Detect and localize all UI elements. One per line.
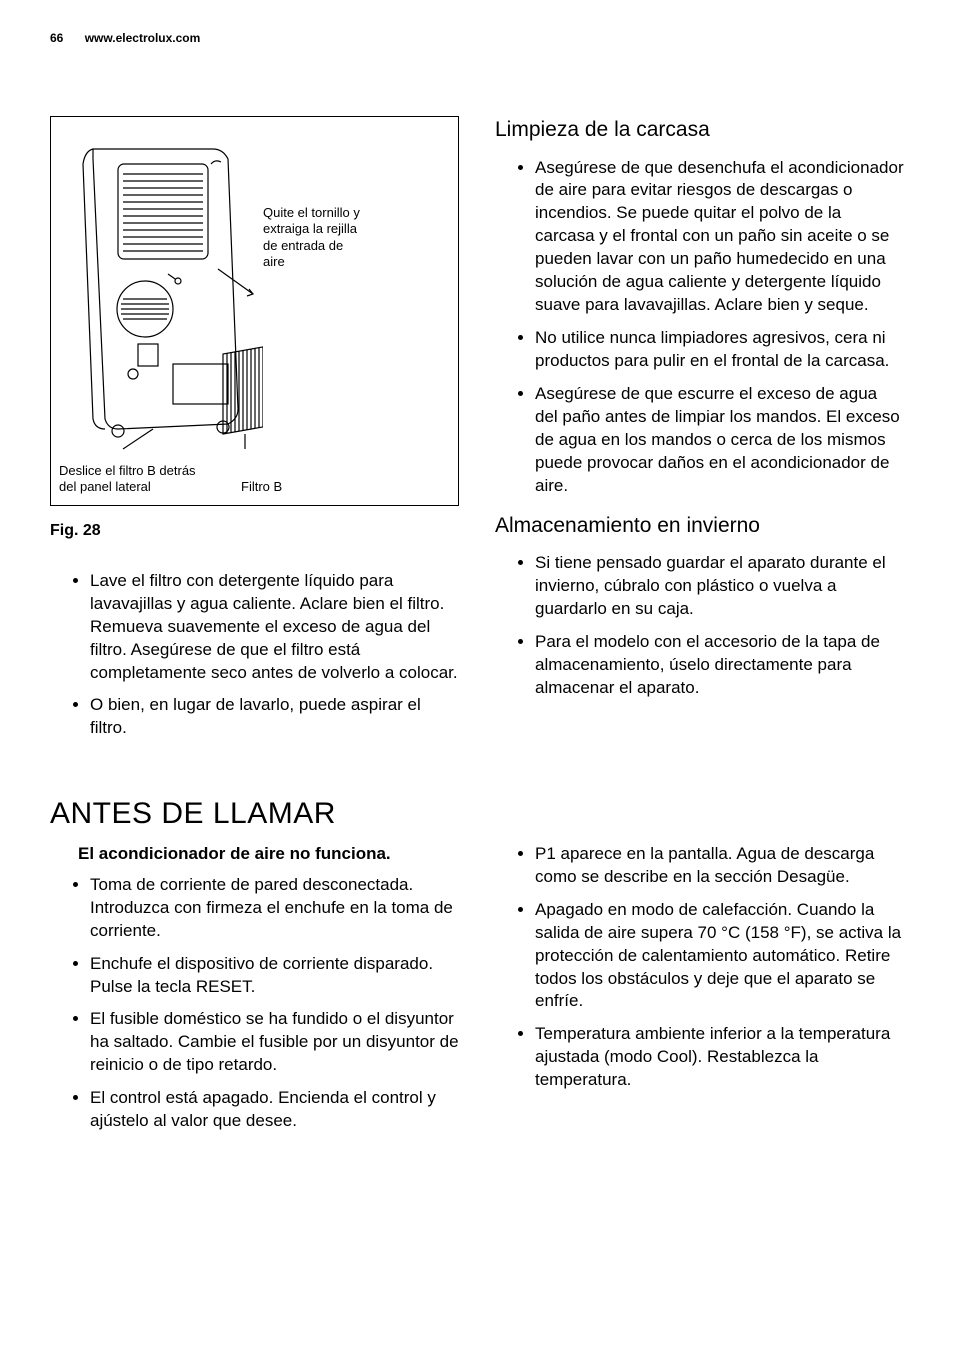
right-bullet-list-almacenamiento: Si tiene pensado guardar el aparato dura… (495, 552, 904, 700)
left-column-1: Quite el tornillo y extraiga la rejilla … (50, 116, 459, 750)
subheading-almacenamiento: Almacenamiento en invierno (495, 512, 904, 540)
section-title-antes: ANTES DE LLAMAR (50, 794, 904, 835)
page-header: 66 www.electrolux.com (50, 30, 904, 46)
figure-28-drawing (63, 129, 263, 459)
page-number: 66 (50, 31, 63, 45)
list-item: El fusible doméstico se ha fundido o el … (90, 1008, 459, 1077)
list-item: Asegúrese de que escurre el exceso de ag… (535, 383, 904, 498)
list-item: Lave el filtro con detergente líquido pa… (90, 570, 459, 685)
content-row-2: El acondicionador de aire no funciona. T… (50, 843, 904, 1143)
right-bullet-list-limpieza: Asegúrese de que desenchufa el acondicio… (495, 157, 904, 498)
left-bullet-list-2: Toma de corriente de pared desconectada.… (50, 874, 459, 1133)
subheading-limpieza: Limpieza de la carcasa (495, 116, 904, 144)
right-bullet-list-2: P1 aparece en la pantalla. Agua de desca… (495, 843, 904, 1092)
content-row-1: Quite el tornillo y extraiga la rejilla … (50, 116, 904, 750)
figure-annotation-bottom-left: Deslice el filtro B detrás del panel lat… (59, 463, 214, 496)
figure-annotation-bottom-right: Filtro B (241, 478, 282, 496)
subsection-title: El acondicionador de aire no funciona. (50, 843, 459, 866)
list-item: O bien, en lugar de lavarlo, puede aspir… (90, 694, 459, 740)
list-item: Asegúrese de que desenchufa el acondicio… (535, 157, 904, 318)
figure-28-box: Quite el tornillo y extraiga la rejilla … (50, 116, 459, 506)
list-item: Para el modelo con el accesorio de la ta… (535, 631, 904, 700)
list-item: P1 aparece en la pantalla. Agua de desca… (535, 843, 904, 889)
left-column-2: El acondicionador de aire no funciona. T… (50, 843, 459, 1143)
list-item: Enchufe el dispositivo de corriente disp… (90, 953, 459, 999)
list-item: Toma de corriente de pared desconectada.… (90, 874, 459, 943)
list-item: El control está apagado. Encienda el con… (90, 1087, 459, 1133)
header-url: www.electrolux.com (85, 31, 201, 45)
right-column-1: Limpieza de la carcasa Asegúrese de que … (495, 116, 904, 750)
figure-annotation-top: Quite el tornillo y extraiga la rejilla … (263, 205, 363, 270)
list-item: No utilice nunca limpiadores agresivos, … (535, 327, 904, 373)
left-bullet-list-1: Lave el filtro con detergente líquido pa… (50, 570, 459, 741)
list-item: Si tiene pensado guardar el aparato dura… (535, 552, 904, 621)
list-item: Temperatura ambiente inferior a la tempe… (535, 1023, 904, 1092)
list-item: Apagado en modo de calefacción. Cuando l… (535, 899, 904, 1014)
figure-caption: Fig. 28 (50, 520, 459, 542)
right-column-2: P1 aparece en la pantalla. Agua de desca… (495, 843, 904, 1143)
